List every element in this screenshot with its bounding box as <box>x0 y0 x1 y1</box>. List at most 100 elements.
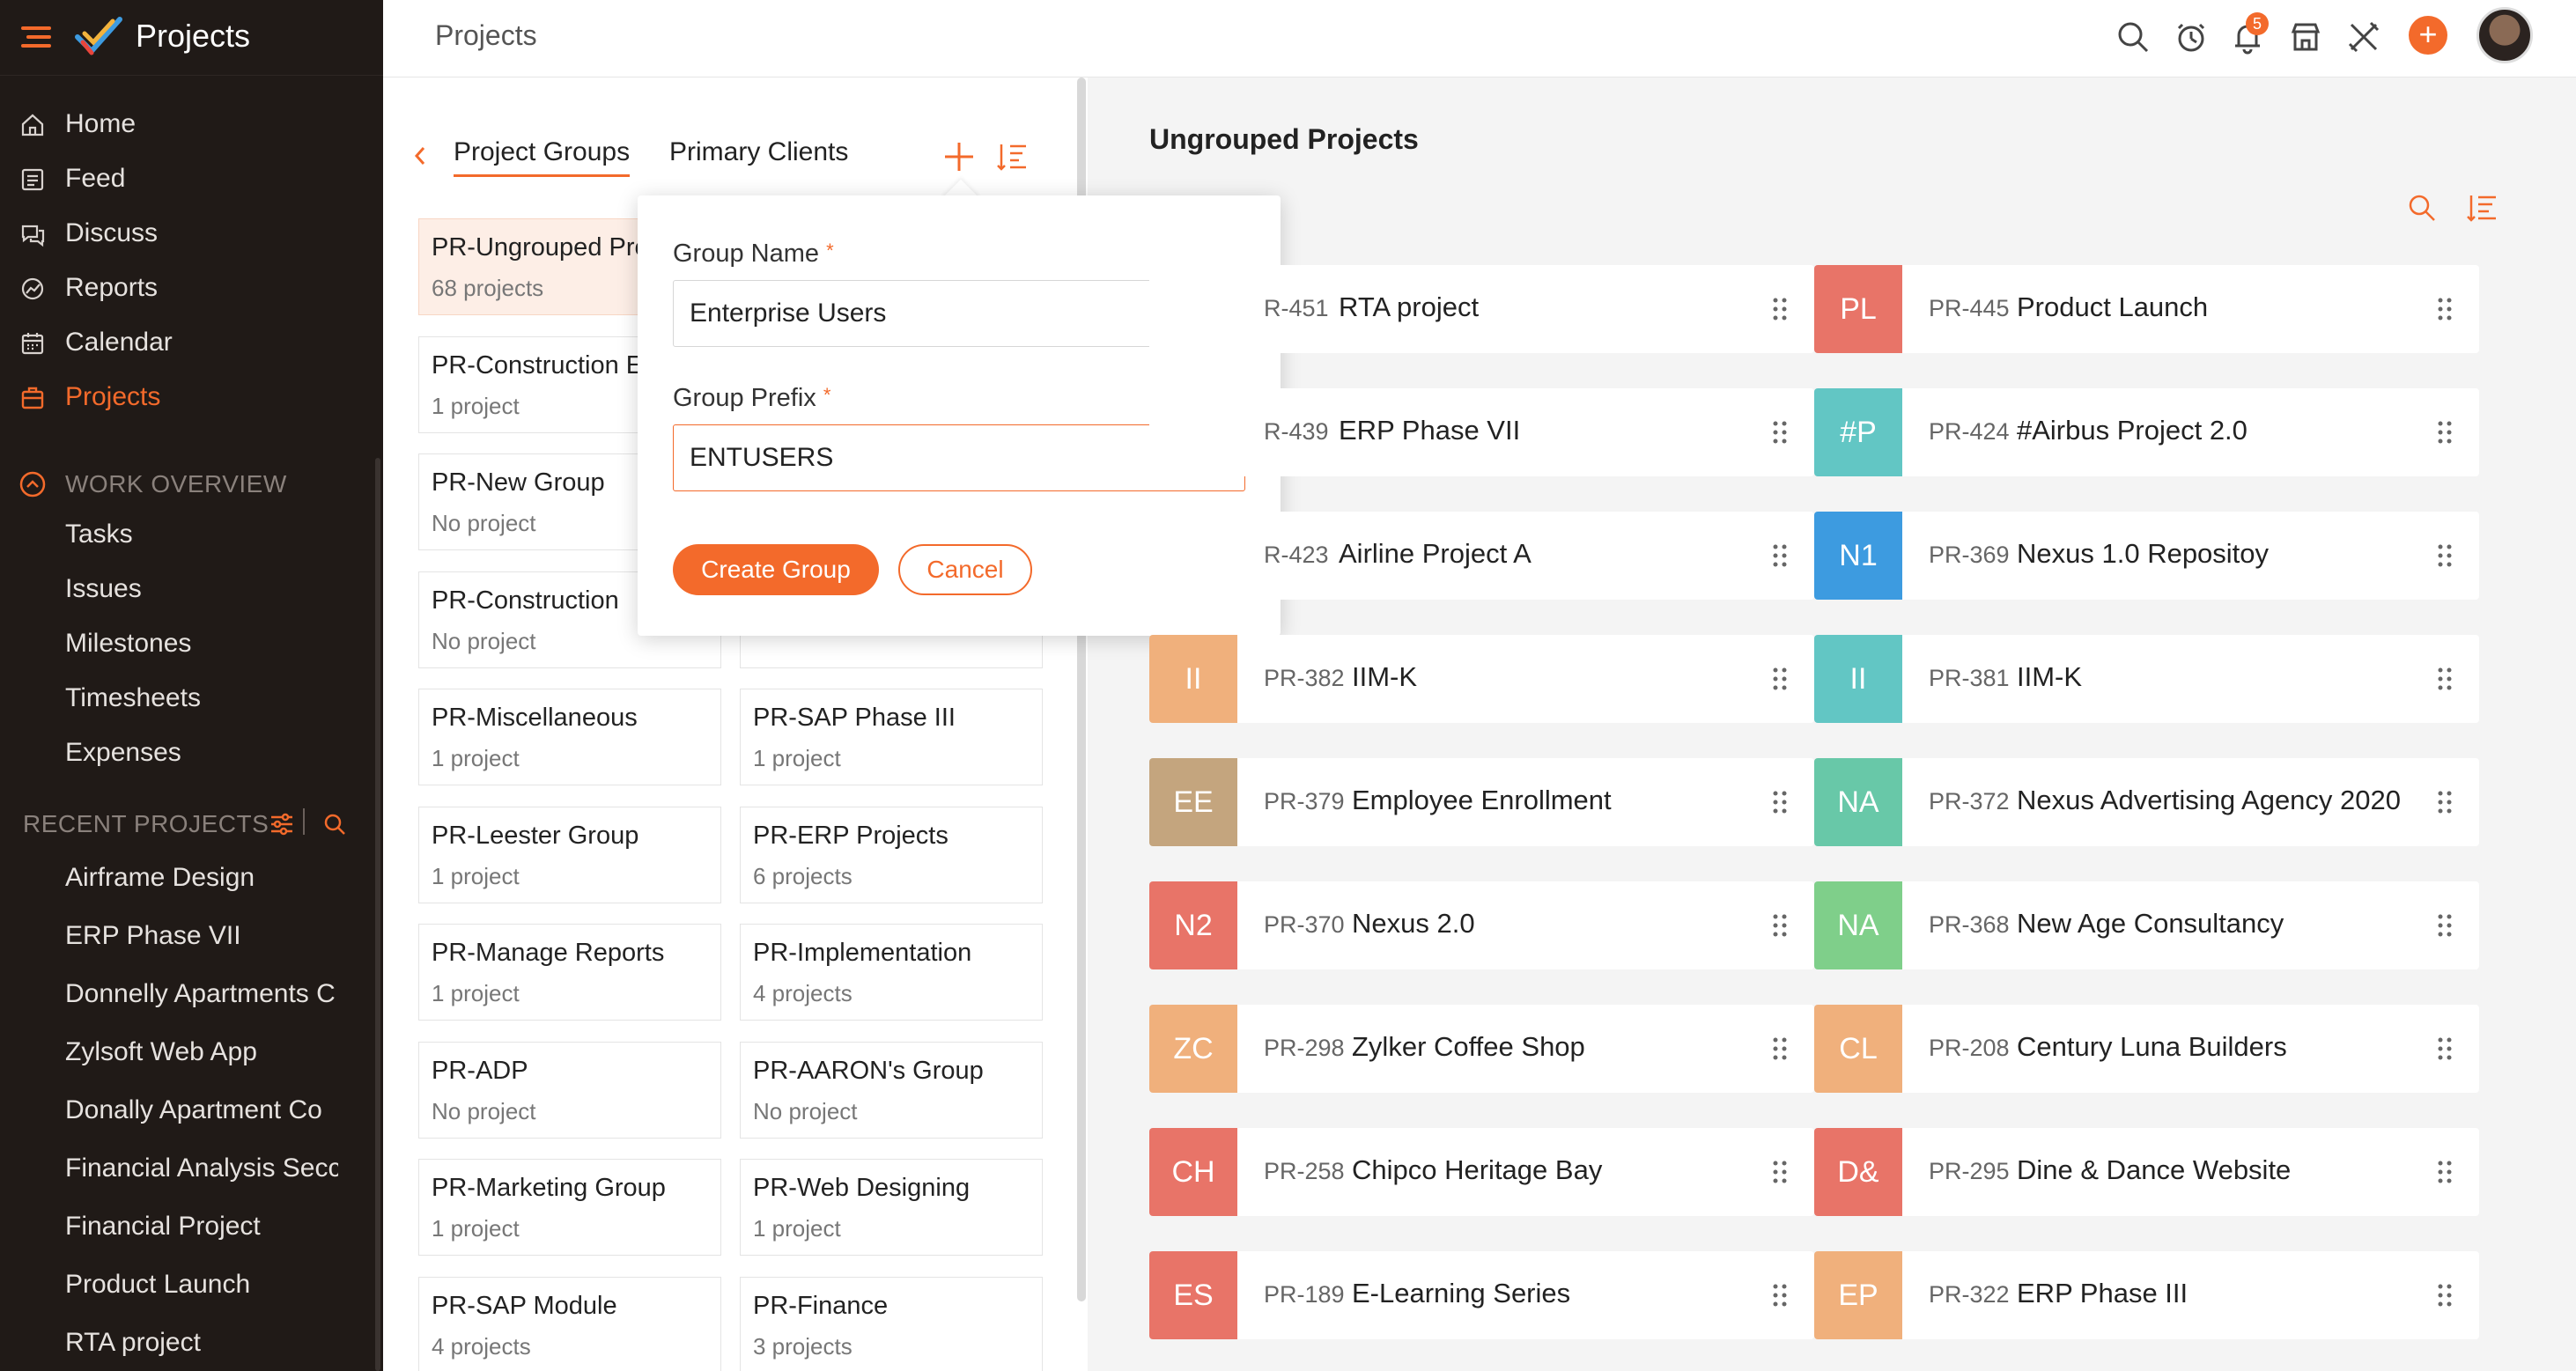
user-avatar[interactable] <box>2476 7 2533 63</box>
recent-project-item[interactable]: Product Launch <box>65 1270 251 1299</box>
add-icon[interactable] <box>941 139 977 174</box>
group-card[interactable]: PR-SAP Phase III 1 project <box>740 689 1043 785</box>
drag-handle-icon[interactable] <box>2437 1160 2453 1184</box>
group-name: PR-ADP <box>432 1056 528 1085</box>
tab-primary-clients[interactable]: Primary Clients <box>669 137 849 166</box>
drag-handle-icon[interactable] <box>1772 1036 1788 1061</box>
recent-project-item[interactable]: Zylsoft Web App <box>65 1037 257 1066</box>
recent-project-item[interactable]: RTA project <box>65 1328 201 1357</box>
search-icon[interactable] <box>2114 18 2152 56</box>
group-card[interactable]: PR-AARON's Group No project <box>740 1041 1043 1139</box>
filter-sliders-icon[interactable] <box>269 812 294 837</box>
nav-item-label: Feed <box>65 164 126 193</box>
work-overview-item[interactable]: Milestones <box>65 629 192 658</box>
group-card[interactable]: PR-Web Designing 1 project <box>740 1159 1043 1256</box>
group-card[interactable]: PR-Leester Group 1 project <box>418 806 721 903</box>
project-card[interactable]: N1 PR-369 Nexus 1.0 Repositoy <box>1814 512 2479 600</box>
search-icon[interactable] <box>2406 192 2438 224</box>
drag-handle-icon[interactable] <box>1772 1160 1788 1184</box>
drag-handle-icon[interactable] <box>2437 543 2453 568</box>
drag-handle-icon[interactable] <box>2437 1036 2453 1061</box>
group-card[interactable]: PR-Manage Reports 1 project <box>418 924 721 1021</box>
nav-item-home[interactable]: Home <box>0 97 383 151</box>
tab-project-groups[interactable]: Project Groups <box>454 137 631 177</box>
notification-badge: 5 <box>2246 12 2269 35</box>
drag-handle-icon[interactable] <box>2437 667 2453 691</box>
nav-item-feed[interactable]: Feed <box>0 151 383 206</box>
sidebar-scrollbar[interactable] <box>375 458 380 1371</box>
drag-handle-icon[interactable] <box>2437 297 2453 321</box>
work-overview-item[interactable]: Issues <box>65 574 142 603</box>
project-card[interactable]: N2 PR-370 Nexus 2.0 <box>1149 881 1814 969</box>
drag-handle-icon[interactable] <box>1772 543 1788 568</box>
project-card[interactable]: PL PR-445 Product Launch <box>1814 265 2479 353</box>
drag-handle-icon[interactable] <box>2437 913 2453 938</box>
project-card[interactable]: D& PR-295 Dine & Dance Website <box>1814 1128 2479 1216</box>
project-card[interactable]: R-439 ERP Phase VII <box>1149 388 1814 476</box>
timer-icon[interactable] <box>2172 18 2211 56</box>
drag-handle-icon[interactable] <box>2437 790 2453 814</box>
nav-item-projects[interactable]: Projects <box>0 370 383 424</box>
recent-project-item[interactable]: ERP Phase VII <box>65 921 241 950</box>
sort-icon[interactable] <box>2466 192 2498 224</box>
nav-item-discuss[interactable]: Discuss <box>0 206 383 261</box>
work-overview-heading[interactable]: WORK OVERVIEW <box>0 460 383 509</box>
project-card[interactable]: R-423 Airline Project A <box>1149 512 1814 600</box>
project-card[interactable]: NA PR-372 Nexus Advertising Agency 2020 <box>1814 758 2479 846</box>
project-card[interactable]: EP PR-322 ERP Phase III <box>1814 1251 2479 1339</box>
drag-handle-icon[interactable] <box>2437 420 2453 445</box>
work-overview-item[interactable]: Timesheets <box>65 683 201 712</box>
group-card[interactable]: PR-Miscellaneous 1 project <box>418 689 721 785</box>
groups-scrollbar[interactable] <box>1077 77 1086 1301</box>
work-overview-item[interactable]: Tasks <box>65 520 133 549</box>
tools-icon[interactable] <box>2344 18 2383 56</box>
chevron-left-icon[interactable] <box>410 143 431 169</box>
project-card[interactable]: ZC PR-298 Zylker Coffee Shop <box>1149 1005 1814 1093</box>
drag-handle-icon[interactable] <box>2437 1283 2453 1308</box>
group-project-count: 1 project <box>432 862 520 889</box>
group-card[interactable]: PR-ERP Projects 6 projects <box>740 806 1043 903</box>
project-id: PR-379 <box>1264 788 1345 814</box>
drag-handle-icon[interactable] <box>1772 667 1788 691</box>
project-card[interactable]: #P PR-424 #Airbus Project 2.0 <box>1814 388 2479 476</box>
project-card[interactable]: R-451 RTA project <box>1149 265 1814 353</box>
group-card[interactable]: PR-SAP Module 4 projects <box>418 1276 721 1371</box>
drag-handle-icon[interactable] <box>1772 913 1788 938</box>
group-card[interactable]: PR-Implementation 4 projects <box>740 924 1043 1021</box>
project-card[interactable]: CH PR-258 Chipco Heritage Bay <box>1149 1128 1814 1216</box>
recent-project-item[interactable]: Donally Apartment Co <box>65 1095 322 1124</box>
nav-item-calendar[interactable]: Calendar <box>0 315 383 370</box>
cancel-button[interactable]: Cancel <box>898 544 1032 595</box>
sort-icon[interactable] <box>994 139 1030 174</box>
project-card[interactable]: CL PR-208 Century Luna Builders <box>1814 1005 2479 1093</box>
drag-handle-icon[interactable] <box>1772 420 1788 445</box>
drag-handle-icon[interactable] <box>1772 790 1788 814</box>
recent-project-item[interactable]: Airframe Design <box>65 863 255 892</box>
work-overview-item[interactable]: Expenses <box>65 738 181 767</box>
nav-item-reports[interactable]: Reports <box>0 261 383 315</box>
store-icon[interactable] <box>2286 18 2325 56</box>
project-card[interactable]: EE PR-379 Employee Enrollment <box>1149 758 1814 846</box>
groups-panel: Project Groups Primary Clients PR-Ungrou… <box>383 77 1088 1371</box>
project-card[interactable]: II PR-382 IIM-K <box>1149 635 1814 723</box>
project-id: PR-208 <box>1929 1035 2010 1061</box>
group-name: PR-Implementation <box>753 939 972 967</box>
drag-handle-icon[interactable] <box>1772 297 1788 321</box>
reports-icon <box>21 277 44 300</box>
group-card[interactable]: PR-Finance 3 projects <box>740 1276 1043 1371</box>
chevron-up-circle-icon[interactable] <box>19 471 46 498</box>
group-card[interactable]: PR-ADP No project <box>418 1041 721 1139</box>
recent-project-item[interactable]: Financial Analysis Secc <box>65 1154 338 1183</box>
drag-handle-icon[interactable] <box>1772 1283 1788 1308</box>
project-card[interactable]: ES PR-189 E-Learning Series <box>1149 1251 1814 1339</box>
group-card[interactable]: PR-Marketing Group 1 project <box>418 1159 721 1256</box>
recent-project-item[interactable]: Financial Project <box>65 1212 261 1241</box>
project-card[interactable]: II PR-381 IIM-K <box>1814 635 2479 723</box>
menu-icon[interactable] <box>21 25 51 49</box>
search-icon[interactable] <box>322 812 347 837</box>
recent-project-item[interactable]: Donnelly Apartments C <box>65 979 336 1008</box>
quick-add-button[interactable]: + <box>2409 16 2447 55</box>
project-card[interactable]: NA PR-368 New Age Consultancy <box>1814 881 2479 969</box>
create-group-button[interactable]: Create Group <box>673 544 879 595</box>
group-name: PR-SAP Phase III <box>753 704 956 732</box>
